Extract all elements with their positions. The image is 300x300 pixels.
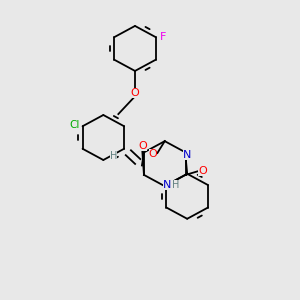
Text: O: O bbox=[198, 166, 207, 176]
Text: N: N bbox=[163, 180, 172, 190]
Text: O: O bbox=[130, 88, 140, 98]
Text: H: H bbox=[110, 151, 117, 160]
Text: H: H bbox=[172, 180, 179, 190]
Text: F: F bbox=[160, 32, 166, 42]
Text: O: O bbox=[149, 149, 158, 159]
Text: Cl: Cl bbox=[69, 120, 80, 130]
Text: N: N bbox=[183, 150, 191, 160]
Text: O: O bbox=[138, 142, 147, 152]
